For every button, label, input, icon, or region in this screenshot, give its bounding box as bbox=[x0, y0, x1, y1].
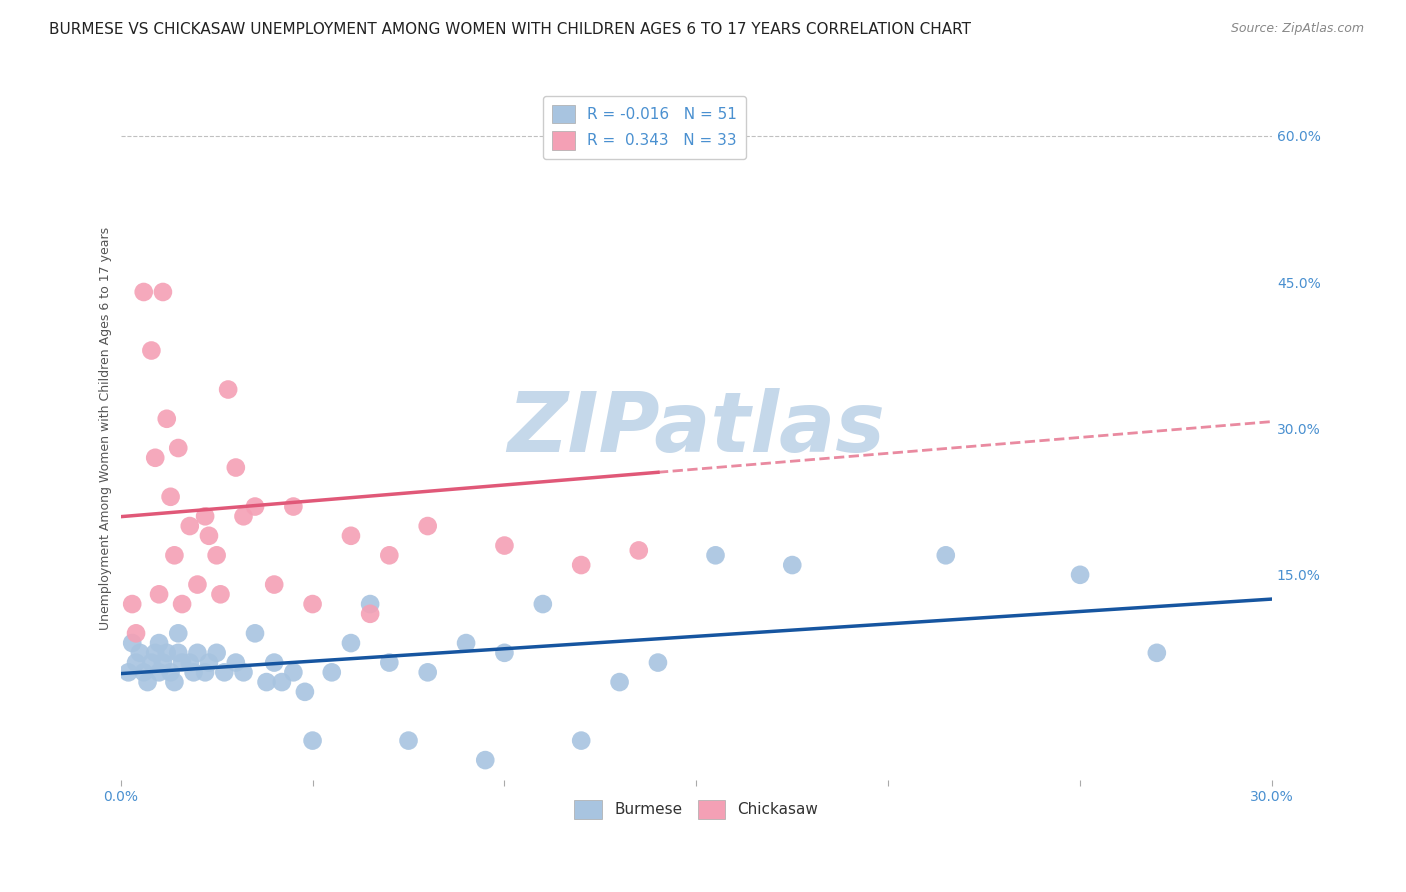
Point bbox=[186, 577, 208, 591]
Point bbox=[194, 509, 217, 524]
Point bbox=[198, 529, 221, 543]
Point bbox=[136, 675, 159, 690]
Point bbox=[1146, 646, 1168, 660]
Text: ZIPatlas: ZIPatlas bbox=[508, 388, 886, 469]
Point bbox=[167, 441, 190, 455]
Point bbox=[125, 626, 148, 640]
Point bbox=[209, 587, 232, 601]
Point bbox=[148, 587, 170, 601]
Point bbox=[167, 646, 190, 660]
Point bbox=[125, 656, 148, 670]
Point bbox=[141, 343, 163, 358]
Point bbox=[531, 597, 554, 611]
Point bbox=[416, 665, 439, 680]
Point bbox=[163, 549, 186, 563]
Point bbox=[117, 665, 139, 680]
Point bbox=[256, 675, 278, 690]
Point bbox=[214, 665, 236, 680]
Point bbox=[569, 733, 592, 747]
Y-axis label: Unemployment Among Women with Children Ages 6 to 17 years: Unemployment Among Women with Children A… bbox=[100, 227, 112, 630]
Point bbox=[359, 607, 381, 621]
Text: Source: ZipAtlas.com: Source: ZipAtlas.com bbox=[1230, 22, 1364, 36]
Point bbox=[627, 543, 650, 558]
Point bbox=[156, 411, 179, 425]
Point bbox=[378, 656, 401, 670]
Point bbox=[474, 753, 496, 767]
Point bbox=[205, 549, 228, 563]
Point bbox=[647, 656, 669, 670]
Point bbox=[183, 665, 205, 680]
Point bbox=[121, 636, 143, 650]
Point bbox=[217, 383, 239, 397]
Point bbox=[301, 733, 323, 747]
Point bbox=[232, 509, 254, 524]
Point bbox=[270, 675, 292, 690]
Legend: Burmese, Chickasaw: Burmese, Chickasaw bbox=[568, 794, 824, 824]
Point bbox=[321, 665, 343, 680]
Point bbox=[121, 597, 143, 611]
Point bbox=[225, 460, 247, 475]
Point bbox=[156, 646, 179, 660]
Point bbox=[167, 626, 190, 640]
Point bbox=[172, 656, 194, 670]
Point bbox=[263, 656, 285, 670]
Point bbox=[398, 733, 420, 747]
Point bbox=[198, 656, 221, 670]
Point bbox=[132, 285, 155, 299]
Point bbox=[340, 529, 363, 543]
Point bbox=[163, 675, 186, 690]
Point bbox=[416, 519, 439, 533]
Point bbox=[143, 450, 166, 465]
Point bbox=[283, 500, 305, 514]
Point bbox=[243, 500, 266, 514]
Point bbox=[647, 110, 669, 124]
Point bbox=[132, 665, 155, 680]
Point bbox=[186, 646, 208, 660]
Point bbox=[359, 597, 381, 611]
Point bbox=[141, 656, 163, 670]
Point bbox=[128, 646, 150, 660]
Point bbox=[148, 636, 170, 650]
Point bbox=[225, 656, 247, 670]
Point bbox=[378, 549, 401, 563]
Point bbox=[263, 577, 285, 591]
Point bbox=[294, 685, 316, 699]
Point bbox=[569, 558, 592, 572]
Point bbox=[152, 285, 174, 299]
Point bbox=[780, 558, 803, 572]
Point bbox=[340, 636, 363, 650]
Point bbox=[243, 626, 266, 640]
Point bbox=[148, 665, 170, 680]
Point bbox=[194, 665, 217, 680]
Point bbox=[159, 665, 181, 680]
Point bbox=[179, 656, 201, 670]
Point bbox=[935, 549, 957, 563]
Point bbox=[283, 665, 305, 680]
Point bbox=[232, 665, 254, 680]
Text: BURMESE VS CHICKASAW UNEMPLOYMENT AMONG WOMEN WITH CHILDREN AGES 6 TO 17 YEARS C: BURMESE VS CHICKASAW UNEMPLOYMENT AMONG … bbox=[49, 22, 972, 37]
Point bbox=[1069, 567, 1091, 582]
Point bbox=[159, 490, 181, 504]
Point bbox=[704, 549, 727, 563]
Point bbox=[179, 519, 201, 533]
Point bbox=[609, 675, 631, 690]
Point bbox=[301, 597, 323, 611]
Point bbox=[494, 539, 516, 553]
Point bbox=[143, 646, 166, 660]
Point bbox=[454, 636, 477, 650]
Point bbox=[205, 646, 228, 660]
Point bbox=[152, 656, 174, 670]
Point bbox=[494, 646, 516, 660]
Point bbox=[172, 597, 194, 611]
